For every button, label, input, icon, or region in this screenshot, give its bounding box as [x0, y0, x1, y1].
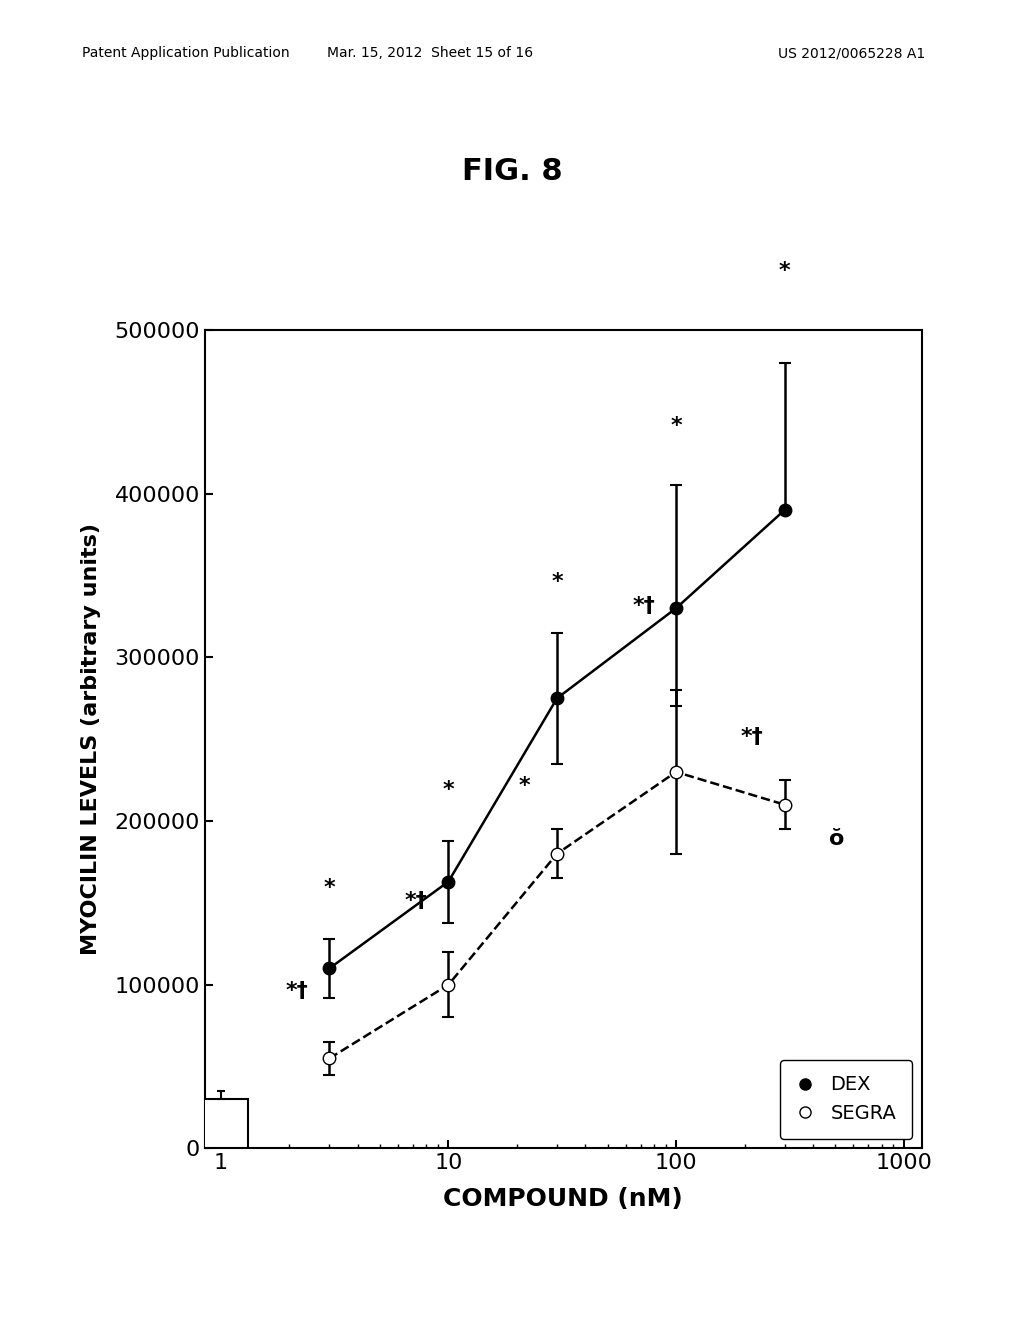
Text: *: *	[324, 878, 335, 898]
Text: ŏ: ŏ	[829, 829, 845, 849]
Text: *: *	[670, 416, 682, 437]
Text: *: *	[519, 776, 530, 796]
Text: *†: *†	[740, 727, 764, 747]
X-axis label: COMPOUND (nM): COMPOUND (nM)	[443, 1187, 683, 1212]
Legend: DEX, SEGRA: DEX, SEGRA	[780, 1060, 912, 1139]
Text: *†: *†	[404, 891, 427, 911]
Text: *†: *†	[286, 981, 308, 1001]
Text: *: *	[442, 780, 455, 800]
Text: *: *	[779, 261, 791, 281]
Text: *: *	[551, 572, 563, 591]
Text: Mar. 15, 2012  Sheet 15 of 16: Mar. 15, 2012 Sheet 15 of 16	[327, 46, 534, 61]
Y-axis label: MYOCILIN LEVELS (arbitrary units): MYOCILIN LEVELS (arbitrary units)	[81, 523, 100, 956]
Text: Patent Application Publication: Patent Application Publication	[82, 46, 290, 61]
Bar	[194, 1100, 248, 1148]
Text: *†: *†	[632, 597, 655, 616]
Text: US 2012/0065228 A1: US 2012/0065228 A1	[778, 46, 926, 61]
Text: FIG. 8: FIG. 8	[462, 157, 562, 186]
